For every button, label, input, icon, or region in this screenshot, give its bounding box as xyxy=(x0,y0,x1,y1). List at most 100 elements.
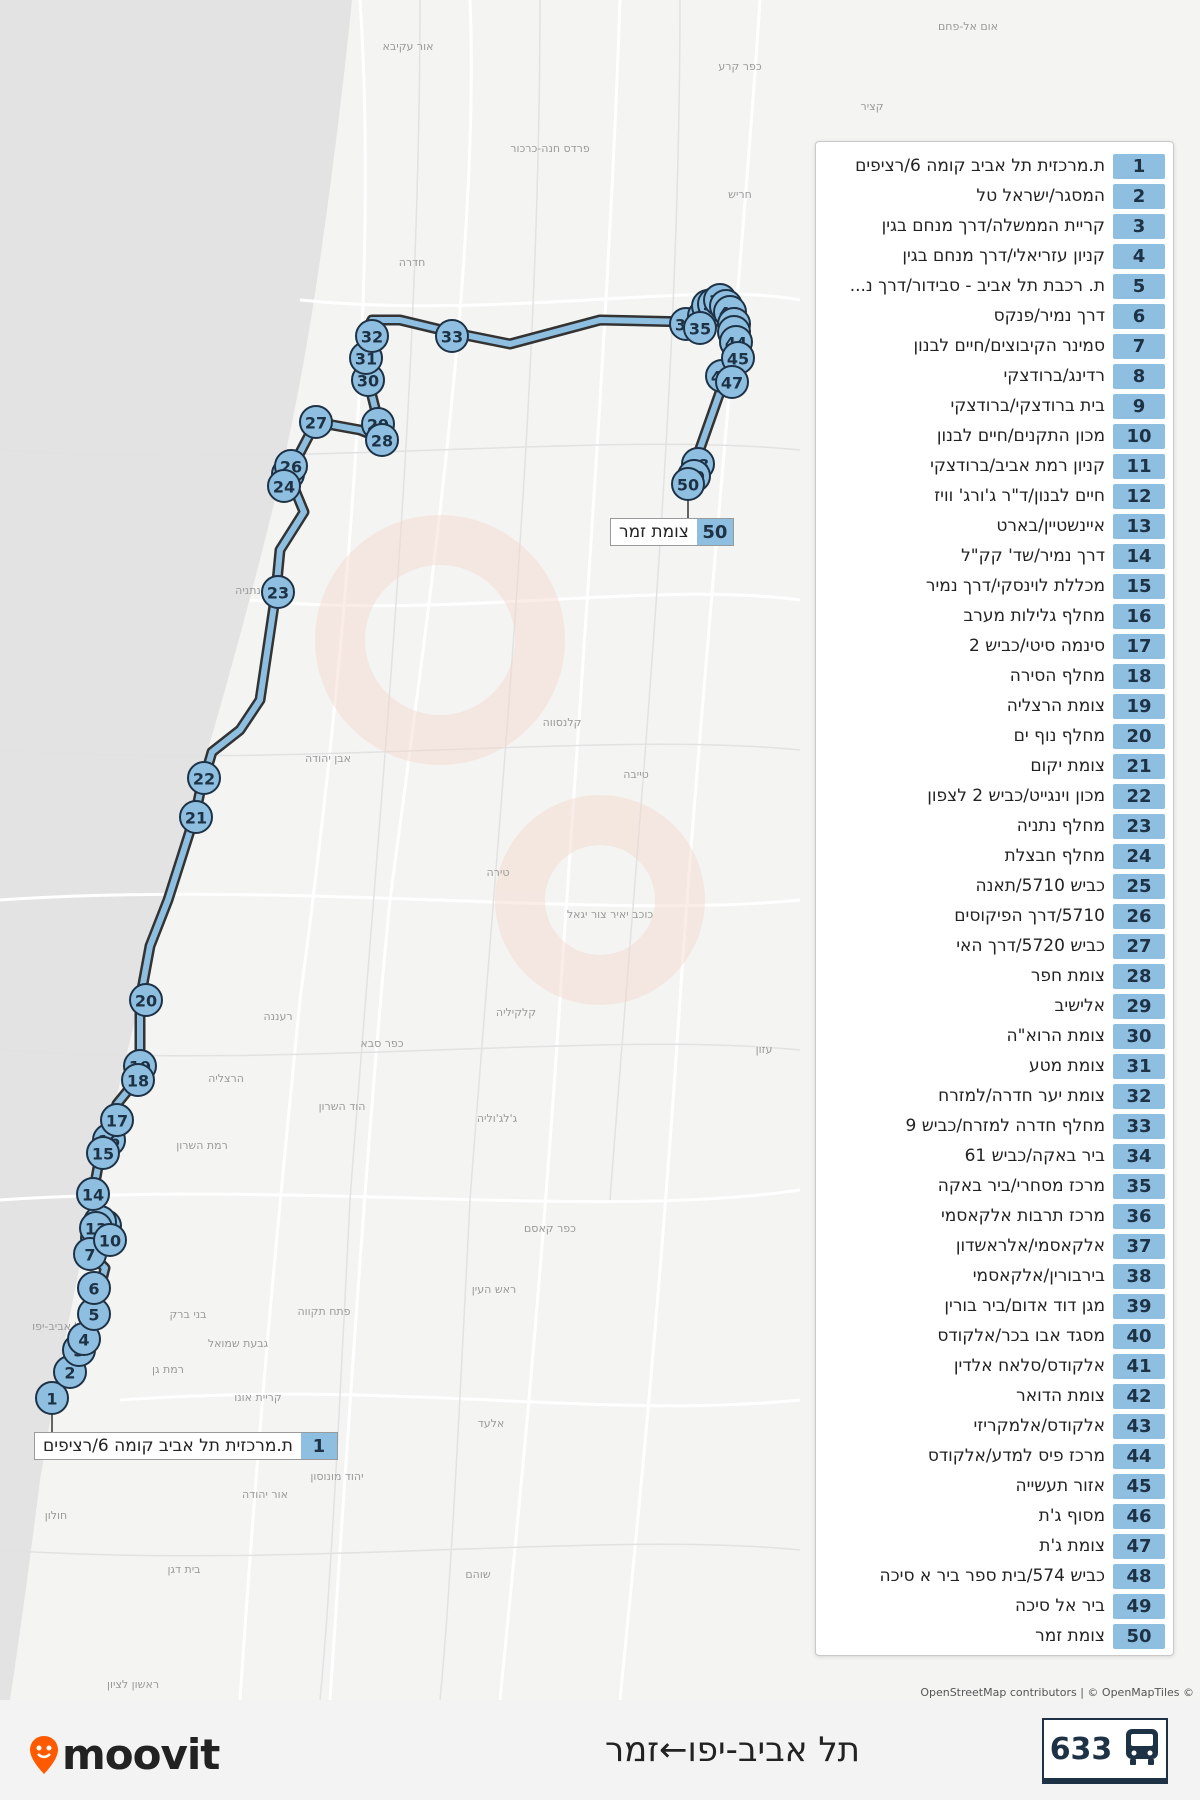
moovit-logo[interactable]: moovit xyxy=(30,1730,220,1779)
stop-list-item[interactable]: 37 אלקאסמי/אלראשדון xyxy=(816,1231,1173,1261)
stop-marker-circle xyxy=(100,1103,134,1137)
stop-list-item[interactable]: 42 צומת הדואר xyxy=(816,1381,1173,1411)
stop-number-badge: 32 xyxy=(1113,1083,1165,1109)
stop-list-item[interactable]: 22 מכון וינגייט/כביש 2 לצפון xyxy=(816,781,1173,811)
stop-list-item[interactable]: 35 מרכז מסחרי/ביר באקה xyxy=(816,1171,1173,1201)
stop-marker-number: 23 xyxy=(267,584,289,603)
stop-marker[interactable]: 20 xyxy=(129,983,163,1017)
stop-list-item[interactable]: 16 מחלף גלילות מערב xyxy=(816,601,1173,631)
town-label: קציר xyxy=(861,100,884,113)
stop-list-item[interactable]: 33 מחלף חדרה למזרח/כביש 9 xyxy=(816,1111,1173,1141)
stop-marker[interactable]: 21 xyxy=(179,800,213,834)
stop-list-item[interactable]: 18 מחלף הסירה xyxy=(816,661,1173,691)
stop-marker-number: 47 xyxy=(721,374,743,393)
stop-list-item[interactable]: 14 דרך נמיר/שד' קק"ל xyxy=(816,541,1173,571)
stop-name: אלקודס/אלמקריזי xyxy=(973,1416,1105,1436)
stop-list-item[interactable]: 23 מחלף נתניה xyxy=(816,811,1173,841)
stop-list-item[interactable]: 20 מחלף נוף ים xyxy=(816,721,1173,751)
stop-number-badge: 9 xyxy=(1113,393,1165,419)
brand-name: moovit xyxy=(62,1730,220,1779)
stop-list-item[interactable]: 26 5710/דרך הפיקוסים xyxy=(816,901,1173,931)
stop-list-item[interactable]: 12 חיים לבנון/ד"ר ג'ורג' וויז xyxy=(816,481,1173,511)
stop-marker[interactable]: 10 xyxy=(93,1223,127,1257)
end-stop-number: 50 xyxy=(696,519,733,545)
stop-list-item[interactable]: 28 צומת חפר xyxy=(816,961,1173,991)
stop-list-item[interactable]: 2 המסגר/ישראל טל xyxy=(816,181,1173,211)
stop-marker-circle xyxy=(187,761,221,795)
stop-marker[interactable]: 35 xyxy=(683,311,717,345)
stop-list-item[interactable]: 30 צומת הרוא"ה xyxy=(816,1021,1173,1051)
stop-list-item[interactable]: 44 מרכז פיס למדע/אלקודס xyxy=(816,1441,1173,1471)
stop-marker-circle xyxy=(121,1063,155,1097)
stop-marker-circle xyxy=(355,319,389,353)
map-attribution[interactable]: OpenStreetMap contributors | © OpenMapTi… xyxy=(920,1686,1194,1699)
stop-list-item[interactable]: 17 סינמה סיטי/כביש 2 xyxy=(816,631,1173,661)
stop-list-item[interactable]: 11 קניון רמת אביב/ברודצקי xyxy=(816,451,1173,481)
stop-list-item[interactable]: 36 מרכז תרבות אלקאסמי xyxy=(816,1201,1173,1231)
town-label: קלקיליה xyxy=(496,1006,536,1019)
stop-marker[interactable]: 15 xyxy=(86,1136,120,1170)
stop-marker[interactable]: 23 xyxy=(261,575,295,609)
stop-list-item[interactable]: 10 מכון התקנים/חיים לבנון xyxy=(816,421,1173,451)
stop-list-item[interactable]: 1 ת.מרכזית תל אביב קומה 6/רציפים xyxy=(816,151,1173,181)
stop-list-item[interactable]: 29 אלישיב xyxy=(816,991,1173,1021)
stop-name: סינמה סיטי/כביש 2 xyxy=(969,636,1105,656)
stop-name: אלקאסמי/אלראשדון xyxy=(955,1236,1105,1256)
stop-list-item[interactable]: 3 קריית הממשלה/דרך מנחם בגין xyxy=(816,211,1173,241)
stop-list-item[interactable]: 7 סמינר הקיבוצים/חיים לבנון xyxy=(816,331,1173,361)
stop-list-item[interactable]: 48 כביש 574/בית ספר ביר א סיכה xyxy=(816,1561,1173,1591)
stop-marker-number: 4 xyxy=(78,1331,89,1350)
start-stop-callout[interactable]: 1 ת.מרכזית תל אביב קומה 6/רציפים xyxy=(34,1432,338,1460)
stop-marker[interactable]: 50 xyxy=(671,467,705,501)
stop-marker[interactable]: 18 xyxy=(121,1063,155,1097)
stop-list-item[interactable]: 47 צומת ג'ת xyxy=(816,1531,1173,1561)
stop-marker[interactable]: 47 xyxy=(715,365,749,399)
stop-number-badge: 29 xyxy=(1113,993,1165,1019)
stop-list-item[interactable]: 21 צומת יקום xyxy=(816,751,1173,781)
stop-marker-number: 2 xyxy=(64,1364,75,1383)
stop-marker-number: 30 xyxy=(357,372,379,391)
stop-marker[interactable]: 33 xyxy=(435,319,469,353)
stop-list-item[interactable]: 40 מסגד אבו בכר/אלקודס xyxy=(816,1321,1173,1351)
end-stop-callout[interactable]: 50 צומת זמר xyxy=(610,518,734,546)
stop-list-item[interactable]: 46 מסוף ג'ת xyxy=(816,1501,1173,1531)
stop-marker[interactable]: 28 xyxy=(365,423,399,457)
stop-marker[interactable]: 14 xyxy=(76,1177,110,1211)
stop-list-item[interactable]: 13 איינשטיין/בארט xyxy=(816,511,1173,541)
stop-marker[interactable]: 24 xyxy=(267,469,301,503)
stop-list-item[interactable]: 19 צומת הרצליה xyxy=(816,691,1173,721)
stop-list-item[interactable]: 50 צומת זמר xyxy=(816,1621,1173,1651)
stop-list-item[interactable]: 8 רדינג/ברודצקי xyxy=(816,361,1173,391)
stop-list-item[interactable]: 38 בירבורין/אלקאסמי xyxy=(816,1261,1173,1291)
town-label: קלנסווה xyxy=(543,716,582,729)
bottom-bar: moovit תל אביב-יפו←זמר 633 xyxy=(0,1700,1200,1800)
stop-list-item[interactable]: 34 ביר באקה/כביש 61 xyxy=(816,1141,1173,1171)
town-label: הרצליה xyxy=(208,1072,244,1085)
stop-list-item[interactable]: 5 ת. רכבת תל אביב - סבידור/דרך נ... xyxy=(816,271,1173,301)
stop-number-badge: 1 xyxy=(1113,153,1165,179)
stop-list-item[interactable]: 45 אזור תעשייה xyxy=(816,1471,1173,1501)
stop-list-item[interactable]: 39 מגן דוד אדום/ביר בורין xyxy=(816,1291,1173,1321)
stop-list-item[interactable]: 24 מחלף חבצלת xyxy=(816,841,1173,871)
stop-list-item[interactable]: 41 אלקודס/סלאח אלדין xyxy=(816,1351,1173,1381)
stop-list-item[interactable]: 6 דרך נמיר/פנקס xyxy=(816,301,1173,331)
stop-marker[interactable]: 32 xyxy=(355,319,389,353)
stop-marker[interactable]: 27 xyxy=(299,405,333,439)
stop-list-item[interactable]: 43 אלקודס/אלמקריזי xyxy=(816,1411,1173,1441)
stop-list-item[interactable]: 49 ביר אל סיכה xyxy=(816,1591,1173,1621)
stop-marker[interactable]: 17 xyxy=(100,1103,134,1137)
stop-marker-number: 50 xyxy=(677,476,699,495)
stop-list-item[interactable]: 4 קניון עזריאלי/דרך מנחם בגין xyxy=(816,241,1173,271)
stop-list-item[interactable]: 15 מכללת לוינסקי/דרך נמיר xyxy=(816,571,1173,601)
stop-name: כביש 5710/תאנה xyxy=(975,876,1105,896)
stop-list-item[interactable]: 25 כביש 5710/תאנה xyxy=(816,871,1173,901)
stop-list-item[interactable]: 31 צומת מטע xyxy=(816,1051,1173,1081)
stop-name: צומת מטע xyxy=(1028,1056,1105,1076)
stop-list-item[interactable]: 27 כביש 5720/דרך האי xyxy=(816,931,1173,961)
stop-list-item[interactable]: 32 צומת יער חדרה/למזרח xyxy=(816,1081,1173,1111)
stop-marker[interactable]: 6 xyxy=(77,1271,111,1305)
stop-marker-number: 31 xyxy=(355,350,377,369)
stop-list-item[interactable]: 9 בית ברודצקי/ברודצקי xyxy=(816,391,1173,421)
stop-marker[interactable]: 22 xyxy=(187,761,221,795)
stop-marker[interactable]: 1 xyxy=(35,1381,69,1415)
